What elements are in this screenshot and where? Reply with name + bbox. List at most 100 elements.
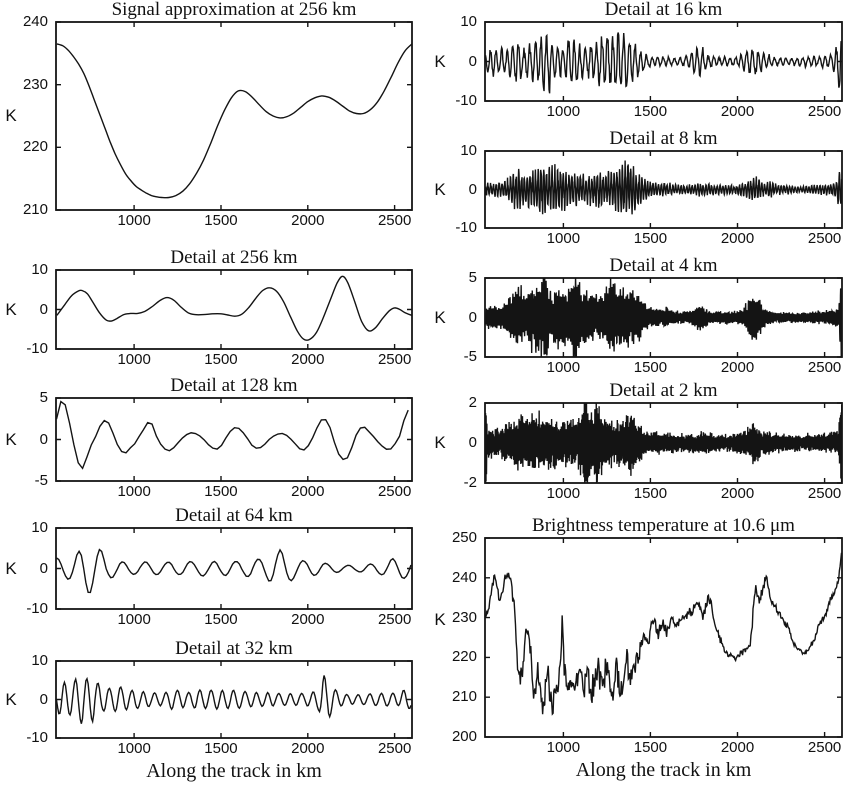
signal-line <box>56 548 412 594</box>
plot-border <box>484 277 843 358</box>
x-tick-label: 1000 <box>117 740 151 757</box>
x-tick-label: 2500 <box>377 351 412 368</box>
x-tick-label: 1500 <box>204 351 238 368</box>
plot-border <box>484 537 843 738</box>
y-tick-label: 240 <box>22 13 48 30</box>
plot-canvas <box>484 277 843 358</box>
signal-line <box>485 278 842 357</box>
x-tick-label: 1500 <box>633 230 668 247</box>
y-tick-label: 2 <box>468 394 477 411</box>
x-tick-label: 1500 <box>204 212 238 229</box>
plot-title: Detail at 128 km <box>170 375 298 396</box>
axis-tick-marks <box>56 397 412 482</box>
plot-border <box>55 269 413 350</box>
x-tick-label: 2500 <box>377 483 412 500</box>
plot-title: Detail at 256 km <box>170 247 298 268</box>
axis-tick-marks <box>56 269 412 350</box>
y-axis-label: K <box>5 689 17 709</box>
y-tick-label: -5 <box>463 348 477 365</box>
signal-line <box>485 403 842 483</box>
plot-title: Detail at 8 km <box>609 128 718 149</box>
plot-canvas <box>484 21 843 102</box>
y-axis-label: K <box>434 433 446 452</box>
signal-line <box>485 552 842 716</box>
y-axis-label: K <box>5 429 17 449</box>
plot-canvas <box>484 150 843 229</box>
plot-title: Brightness temperature at 10.6 μm <box>532 515 795 536</box>
y-tick-label: -10 <box>26 729 48 746</box>
plot-canvas <box>55 660 413 739</box>
y-tick-label: 0 <box>468 308 477 326</box>
x-tick-label: 2000 <box>720 230 755 247</box>
x-tick-label: 1000 <box>117 351 151 368</box>
plot-border <box>484 402 843 484</box>
plot-title: Detail at 64 km <box>175 505 293 526</box>
x-tick-label: 1000 <box>546 485 581 502</box>
y-axis-label: K <box>434 179 446 199</box>
x-tick-label: 1000 <box>546 739 581 756</box>
y-tick-label: 220 <box>22 138 48 156</box>
axis-tick-marks <box>485 277 842 358</box>
plot-title: Detail at 32 km <box>175 638 293 659</box>
signal-line <box>56 400 409 470</box>
axis-tick-marks <box>485 537 842 738</box>
y-tick-label: -10 <box>455 219 477 236</box>
x-tick-label: 2500 <box>807 359 842 376</box>
signal-line <box>485 160 842 215</box>
y-tick-label: 0 <box>39 300 48 318</box>
axis-tick-marks <box>485 402 842 484</box>
y-tick-label: 210 <box>22 201 48 218</box>
y-tick-label: 210 <box>451 688 477 706</box>
y-tick-label: 10 <box>31 652 48 669</box>
axis-tick-marks <box>56 527 412 610</box>
x-tick-label: 2000 <box>720 359 755 376</box>
y-tick-label: 0 <box>468 52 477 70</box>
y-tick-label: -10 <box>455 92 477 109</box>
y-tick-label: 10 <box>460 142 477 159</box>
x-tick-label: 2000 <box>291 351 325 368</box>
y-tick-label: 5 <box>39 389 48 406</box>
plot-border <box>55 527 413 610</box>
y-axis-label: K <box>434 51 446 71</box>
x-tick-label: 1000 <box>546 230 581 247</box>
plot-title: Detail at 16 km <box>604 0 723 20</box>
x-tick-label: 1000 <box>546 359 581 376</box>
plot-canvas <box>484 402 843 484</box>
signal-line <box>56 275 412 341</box>
x-axis-label: Along the track in km <box>575 759 752 781</box>
y-tick-label: 200 <box>451 728 477 745</box>
x-tick-label: 2000 <box>720 103 755 120</box>
y-axis-label: K <box>434 307 446 327</box>
y-tick-label: 10 <box>31 519 48 536</box>
plot-border <box>55 660 413 739</box>
x-tick-label: 2500 <box>377 212 412 229</box>
x-tick-label: 2500 <box>807 485 842 502</box>
x-tick-label: 2000 <box>291 212 325 229</box>
y-tick-label: 220 <box>451 648 477 666</box>
y-axis-label: K <box>5 299 17 319</box>
x-tick-label: 2000 <box>720 739 755 756</box>
y-tick-label: 0 <box>39 690 48 708</box>
plot-border <box>484 150 843 229</box>
plot-title: Detail at 2 km <box>609 380 718 401</box>
signal-line <box>485 32 842 94</box>
y-tick-label: -10 <box>26 340 48 357</box>
x-tick-label: 1000 <box>546 103 581 120</box>
y-tick-label: 5 <box>468 269 477 286</box>
plot-canvas <box>55 397 413 482</box>
y-tick-label: -10 <box>26 600 48 617</box>
y-tick-label: 230 <box>451 608 477 626</box>
x-tick-label: 1500 <box>204 483 238 500</box>
axis-tick-marks <box>56 660 412 739</box>
x-tick-label: 2500 <box>807 230 842 247</box>
x-tick-label: 2000 <box>291 611 325 628</box>
plot-title: Detail at 4 km <box>609 255 718 276</box>
y-tick-label: -2 <box>463 474 477 491</box>
